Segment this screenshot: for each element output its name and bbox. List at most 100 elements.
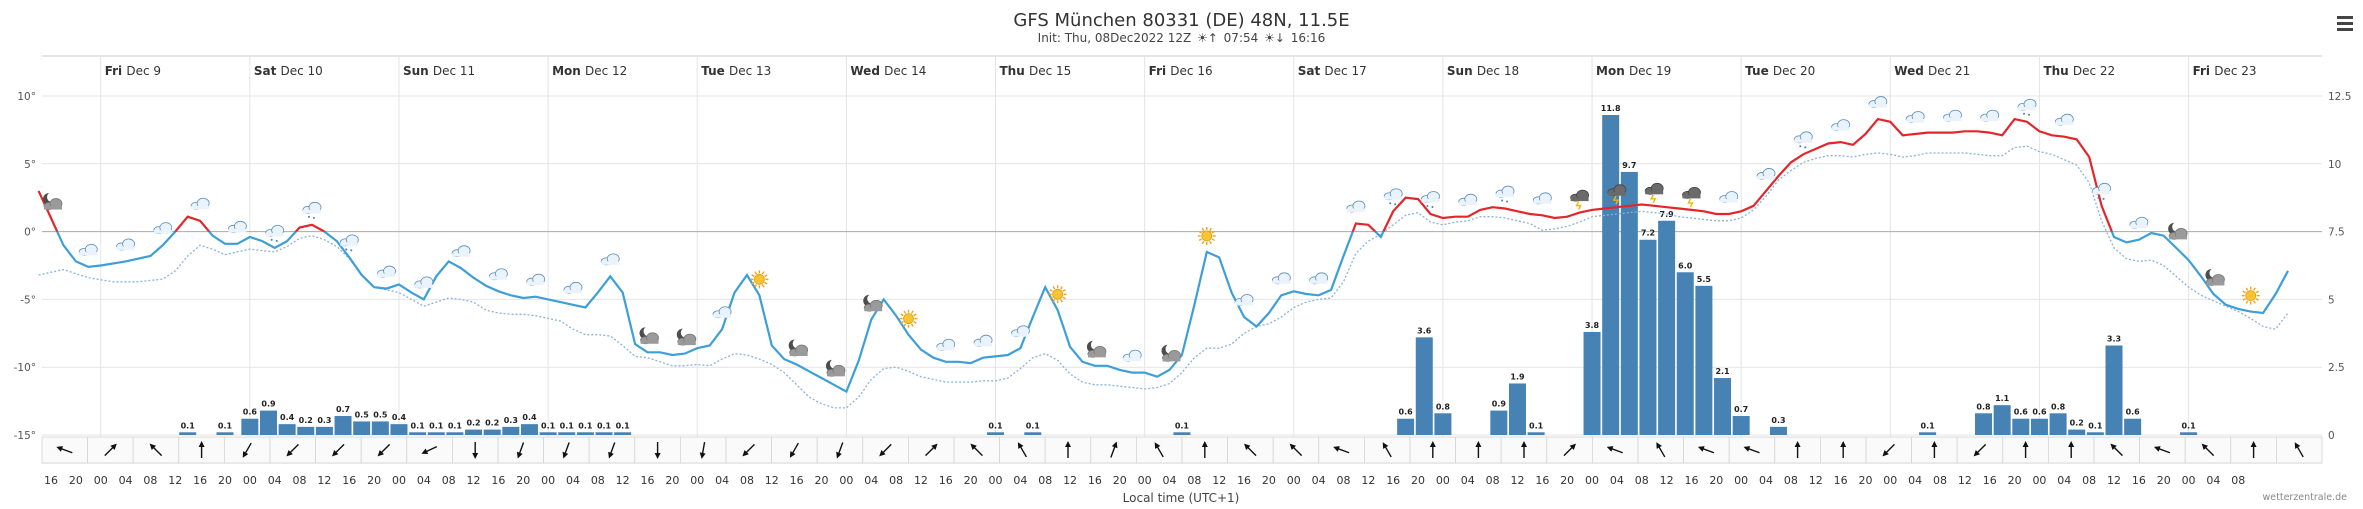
- precip-label: 0.6: [2014, 408, 2029, 417]
- sun-ray: [1049, 289, 1053, 292]
- time-tick-label: 04: [1908, 474, 1922, 487]
- precip-dot: [2023, 112, 2026, 115]
- precip-bar: [297, 426, 315, 435]
- sun-ray: [903, 310, 907, 314]
- cloud-part: [2169, 235, 2188, 240]
- cloud-part: [1607, 192, 1626, 196]
- wind-arrow-icon: [472, 442, 479, 459]
- cloud-icon: [1532, 192, 1552, 205]
- precip-bar: [614, 432, 632, 435]
- wind-arrow-icon: [149, 443, 163, 457]
- time-tick-label: 16: [1535, 474, 1549, 487]
- time-tick-label: 08: [1635, 474, 1649, 487]
- sun-ray: [2255, 297, 2259, 301]
- sun-ray: [913, 313, 917, 317]
- precip-bar: [179, 432, 197, 435]
- time-tick-label: 00: [2032, 474, 2046, 487]
- wind-arrow-icon: [562, 442, 570, 459]
- precip-bar: [1732, 416, 1750, 435]
- wind-cell: [1090, 436, 1137, 464]
- precip-bar: [2086, 432, 2104, 435]
- cloud-part: [1346, 208, 1365, 212]
- wind-arrow-icon: [1606, 446, 1623, 454]
- wind-cell: [223, 436, 271, 464]
- time-tick-label: 00: [1436, 474, 1450, 487]
- day-date: Dec 13: [729, 64, 771, 78]
- wind-arrow-icon: [1429, 441, 1436, 458]
- sunrise-icon: ☀↑: [1197, 31, 1218, 45]
- wind-arrow-icon: [2022, 441, 2029, 458]
- lightning-bolt: [1612, 195, 1620, 205]
- day-date: Dec 21: [1928, 64, 1970, 78]
- cloud-part: [191, 205, 210, 210]
- time-tick-label: 00: [541, 474, 555, 487]
- wind-arrow-icon: [421, 445, 438, 454]
- time-tick-label: 08: [1336, 474, 1350, 487]
- init-time: Init: Thu, 08Dec2022 12Z: [1037, 31, 1192, 45]
- time-tick-label: 00: [839, 474, 853, 487]
- cloud-icon: [116, 238, 135, 251]
- precip-bar: [1397, 418, 1415, 435]
- cloud-part: [1533, 200, 1552, 204]
- wind-arrow-icon: [925, 443, 938, 457]
- cloud-icon: [600, 253, 620, 266]
- precip-bar: [353, 421, 371, 435]
- precip-bar: [1769, 426, 1787, 435]
- wind-arrow-head: [2153, 446, 2161, 452]
- wind-arrow-icon: [1794, 441, 1801, 458]
- wind-arrow-head: [56, 446, 64, 452]
- precip-label: 11.8: [1601, 104, 1621, 113]
- precip-dot: [1506, 200, 1509, 203]
- day-label: Wed Dec 14: [850, 64, 926, 78]
- time-tick-label: 00: [1287, 474, 1301, 487]
- cloud-icon: [1943, 109, 1962, 122]
- cloud-part: [1906, 118, 1925, 123]
- wind-arrow-icon: [879, 443, 892, 457]
- precip-bar: [427, 432, 445, 435]
- precip-bar: [1024, 432, 1042, 435]
- precip-label: 7.2: [1641, 229, 1655, 238]
- day-date: Dec 19: [1629, 64, 1671, 78]
- wind-arrow-icon: [836, 442, 844, 459]
- day-date: Dec 15: [1029, 64, 1071, 78]
- precip-dot: [345, 248, 348, 251]
- wind-arrow-head: [1931, 441, 1938, 447]
- cloud-part: [302, 209, 321, 214]
- time-tick-label: 20: [2157, 474, 2171, 487]
- wind-cell: [999, 436, 1046, 464]
- moon-cloud-icon: [2205, 267, 2225, 286]
- precip-label: 0.1: [597, 421, 612, 430]
- wind-arrow-icon: [1931, 441, 1938, 458]
- thunder-cloud-icon: [1682, 187, 1701, 208]
- time-tick-label: 00: [1883, 474, 1897, 487]
- precip-dot: [270, 238, 273, 241]
- precip-dot: [1804, 146, 1807, 149]
- wind-cell: [132, 436, 180, 464]
- lightning-bolt: [1687, 198, 1694, 208]
- precip-bar: [1919, 432, 1937, 435]
- wind-arrow-icon: [742, 443, 755, 457]
- wind-arrow-head: [608, 451, 614, 459]
- time-tick-label: 00: [2182, 474, 2196, 487]
- day-name: Fri: [1149, 64, 1171, 78]
- precip-label: 0.1: [541, 421, 556, 430]
- wind-arrow-head: [1743, 446, 1751, 452]
- cloud-icon: [190, 197, 210, 210]
- time-tick-label: 12: [1809, 474, 1823, 487]
- wind-arrow-head: [1794, 441, 1801, 447]
- hamburger-menu-button[interactable]: [2337, 16, 2353, 31]
- wind-arrow-head: [149, 443, 157, 451]
- time-tick-label: 12: [1361, 474, 1375, 487]
- precip-bar: [1639, 239, 1657, 435]
- wind-arrow-head: [2110, 443, 2117, 451]
- sun-disc: [903, 313, 914, 325]
- time-tick-label: 00: [392, 474, 406, 487]
- cloud-part: [789, 352, 808, 356]
- time-tick-label: 16: [790, 474, 804, 487]
- day-label: Wed Dec 21: [1894, 64, 1970, 78]
- cloud-part: [1757, 175, 1776, 180]
- day-date: Dec 17: [1324, 64, 1366, 78]
- time-tick-label: 04: [268, 474, 282, 487]
- precip-label: 0.1: [2088, 421, 2103, 430]
